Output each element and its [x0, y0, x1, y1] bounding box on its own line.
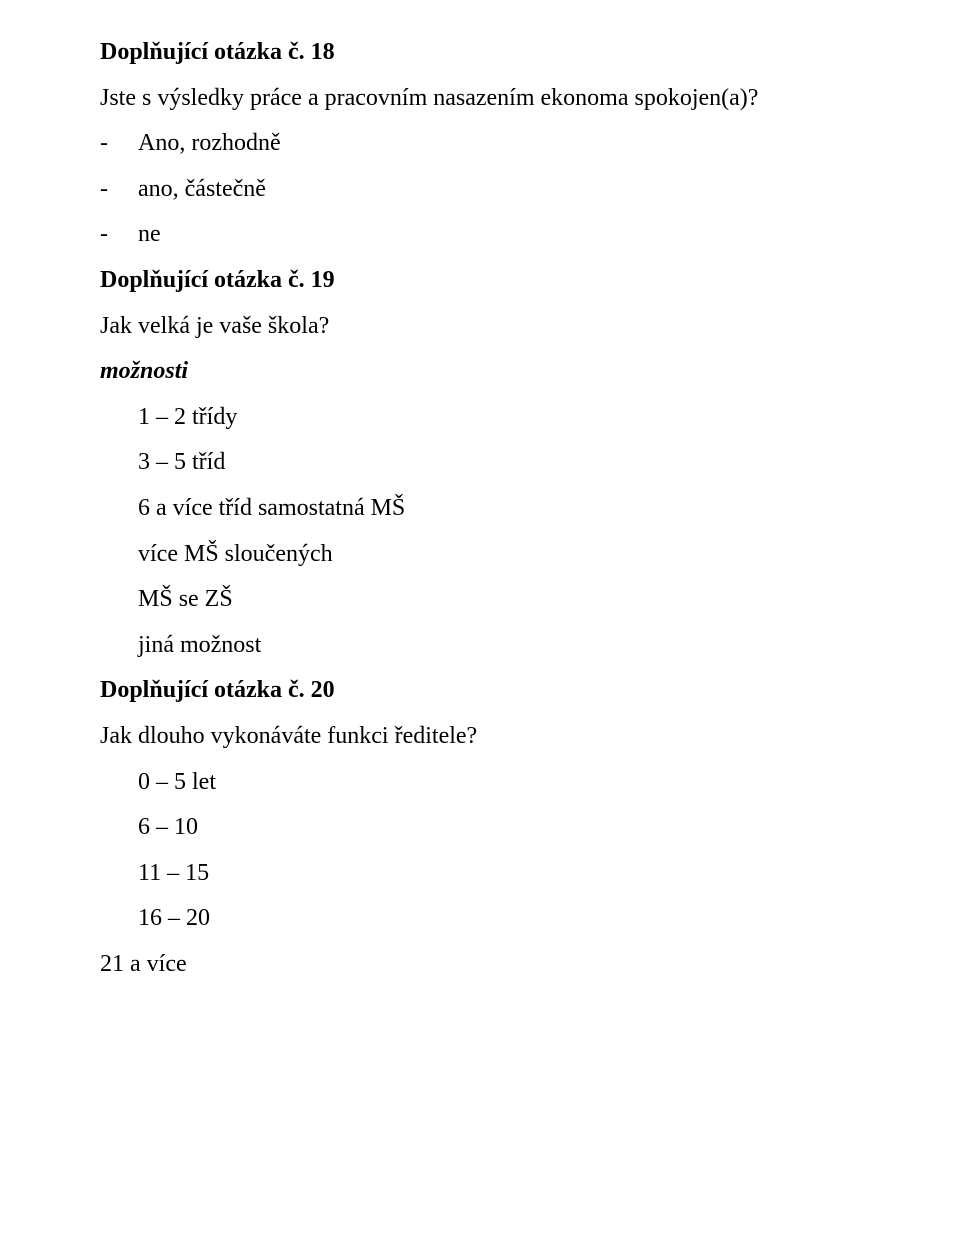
q18-heading: Doplňující otázka č. 18: [100, 30, 830, 76]
q19-option: MŠ se ZŠ: [138, 577, 830, 623]
dash-icon: -: [100, 212, 138, 258]
dash-icon: -: [100, 167, 138, 213]
q19-option: 3 – 5 tříd: [138, 440, 830, 486]
dash-icon: -: [100, 121, 138, 167]
q20-option: 16 – 20: [138, 896, 830, 942]
q18-option-text: Ano, rozhodně: [138, 121, 281, 167]
q20-heading: Doplňující otázka č. 20: [100, 668, 830, 714]
q19-prompt: Jak velká je vaše škola?: [100, 304, 830, 350]
q20-option: 11 – 15: [138, 851, 830, 897]
q19-option: 1 – 2 třídy: [138, 395, 830, 441]
q19-option: jiná možnost: [138, 623, 830, 669]
q18-prompt: Jste s výsledky práce a pracovním nasaze…: [100, 76, 830, 122]
q19-option: 6 a více tříd samostatná MŠ: [138, 486, 830, 532]
q20-option: 0 – 5 let: [138, 760, 830, 806]
q20-option-last: 21 a více: [100, 942, 830, 988]
q19-option: více MŠ sloučených: [138, 532, 830, 578]
q18-option-text: ano, částečně: [138, 167, 266, 213]
q18-option-text: ne: [138, 212, 161, 258]
q18-option: - Ano, rozhodně: [100, 121, 830, 167]
q19-options-label: možnosti: [100, 349, 830, 395]
q18-option: - ano, částečně: [100, 167, 830, 213]
q18-option: - ne: [100, 212, 830, 258]
q19-heading: Doplňující otázka č. 19: [100, 258, 830, 304]
q20-prompt: Jak dlouho vykonáváte funkci ředitele?: [100, 714, 830, 760]
q20-option: 6 – 10: [138, 805, 830, 851]
